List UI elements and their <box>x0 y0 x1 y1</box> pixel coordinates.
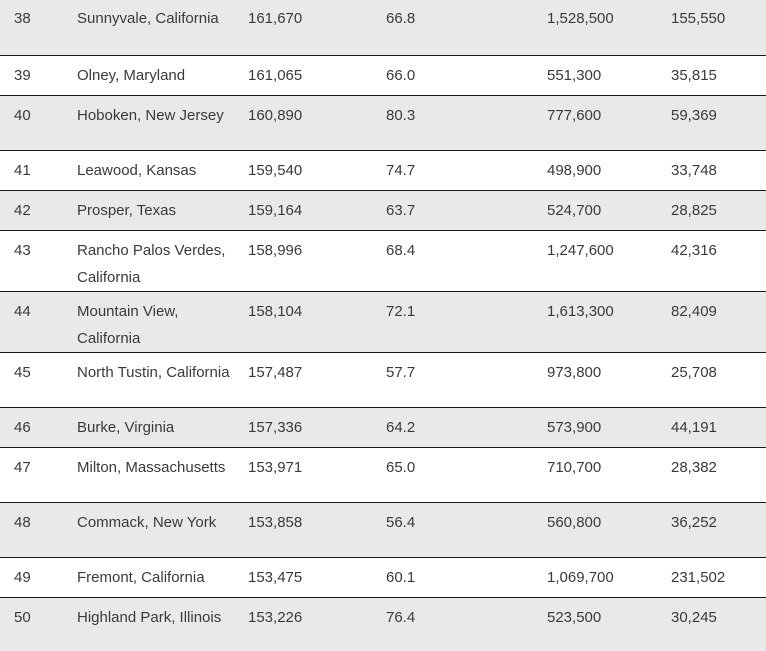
income-cell: 158,996 <box>235 230 372 292</box>
city-cell: Highland Park, Illinois <box>64 597 235 651</box>
home-value-cell: 560,800 <box>533 502 664 558</box>
percent-cell: 66.0 <box>372 55 533 96</box>
population-cell: 33,748 <box>664 150 766 191</box>
percent-cell: 56.4 <box>372 502 533 558</box>
population-cell: 82,409 <box>664 291 766 353</box>
income-cell: 153,971 <box>235 447 372 503</box>
income-cell: 159,540 <box>235 150 372 191</box>
city-cell: Sunnyvale, California <box>64 0 235 56</box>
percent-cell: 72.1 <box>372 291 533 353</box>
city-cell: Fremont, California <box>64 557 235 598</box>
table-row: 41 Leawood, Kansas 159,540 74.7 498,900 … <box>0 150 766 191</box>
income-cell: 160,890 <box>235 95 372 151</box>
rank-cell: 40 <box>0 95 64 151</box>
percent-cell: 66.8 <box>372 0 533 56</box>
percent-cell: 74.7 <box>372 150 533 191</box>
rank-cell: 48 <box>0 502 64 558</box>
city-cell: Burke, Virginia <box>64 407 235 448</box>
table-row: 46 Burke, Virginia 157,336 64.2 573,900 … <box>0 407 766 448</box>
home-value-cell: 710,700 <box>533 447 664 503</box>
rank-cell: 41 <box>0 150 64 191</box>
home-value-cell: 573,900 <box>533 407 664 448</box>
table-row: 39 Olney, Maryland 161,065 66.0 551,300 … <box>0 55 766 96</box>
percent-cell: 63.7 <box>372 190 533 231</box>
home-value-cell: 777,600 <box>533 95 664 151</box>
percent-cell: 68.4 <box>372 230 533 292</box>
income-cell: 159,164 <box>235 190 372 231</box>
rank-cell: 49 <box>0 557 64 598</box>
city-cell: Mountain View, California <box>64 291 235 353</box>
income-cell: 153,858 <box>235 502 372 558</box>
table-row: 45 North Tustin, California 157,487 57.7… <box>0 352 766 408</box>
table-row: 47 Milton, Massachusetts 153,971 65.0 71… <box>0 447 766 503</box>
table-row: 49 Fremont, California 153,475 60.1 1,06… <box>0 557 766 598</box>
percent-cell: 80.3 <box>372 95 533 151</box>
income-cell: 161,670 <box>235 0 372 56</box>
table-row: 40 Hoboken, New Jersey 160,890 80.3 777,… <box>0 95 766 151</box>
population-cell: 28,382 <box>664 447 766 503</box>
rank-cell: 39 <box>0 55 64 96</box>
population-cell: 28,825 <box>664 190 766 231</box>
percent-cell: 65.0 <box>372 447 533 503</box>
rank-cell: 38 <box>0 0 64 56</box>
home-value-cell: 551,300 <box>533 55 664 96</box>
income-cell: 161,065 <box>235 55 372 96</box>
population-cell: 25,708 <box>664 352 766 408</box>
population-cell: 59,369 <box>664 95 766 151</box>
rank-cell: 44 <box>0 291 64 353</box>
home-value-cell: 1,613,300 <box>533 291 664 353</box>
rank-cell: 50 <box>0 597 64 651</box>
home-value-cell: 973,800 <box>533 352 664 408</box>
table-row: 48 Commack, New York 153,858 56.4 560,80… <box>0 502 766 558</box>
rank-cell: 46 <box>0 407 64 448</box>
city-cell: Hoboken, New Jersey <box>64 95 235 151</box>
population-cell: 30,245 <box>664 597 766 651</box>
table-row: 44 Mountain View, California 158,104 72.… <box>0 291 766 353</box>
city-cell: Prosper, Texas <box>64 190 235 231</box>
income-cell: 153,475 <box>235 557 372 598</box>
rank-cell: 47 <box>0 447 64 503</box>
table-row: 38 Sunnyvale, California 161,670 66.8 1,… <box>0 0 766 56</box>
population-cell: 155,550 <box>664 0 766 56</box>
home-value-cell: 1,247,600 <box>533 230 664 292</box>
rank-cell: 42 <box>0 190 64 231</box>
table-row: 43 Rancho Palos Verdes, California 158,9… <box>0 230 766 292</box>
home-value-cell: 498,900 <box>533 150 664 191</box>
home-value-cell: 523,500 <box>533 597 664 651</box>
table-row: 42 Prosper, Texas 159,164 63.7 524,700 2… <box>0 190 766 231</box>
income-cell: 153,226 <box>235 597 372 651</box>
population-cell: 42,316 <box>664 230 766 292</box>
percent-cell: 64.2 <box>372 407 533 448</box>
percent-cell: 76.4 <box>372 597 533 651</box>
home-value-cell: 1,528,500 <box>533 0 664 56</box>
population-cell: 231,502 <box>664 557 766 598</box>
home-value-cell: 1,069,700 <box>533 557 664 598</box>
population-cell: 44,191 <box>664 407 766 448</box>
city-cell: Olney, Maryland <box>64 55 235 96</box>
income-cell: 157,487 <box>235 352 372 408</box>
home-value-cell: 524,700 <box>533 190 664 231</box>
table-row: 50 Highland Park, Illinois 153,226 76.4 … <box>0 597 766 651</box>
population-cell: 36,252 <box>664 502 766 558</box>
city-cell: Milton, Massachusetts <box>64 447 235 503</box>
population-cell: 35,815 <box>664 55 766 96</box>
rank-cell: 43 <box>0 230 64 292</box>
city-cell: North Tustin, California <box>64 352 235 408</box>
percent-cell: 60.1 <box>372 557 533 598</box>
city-cell: Rancho Palos Verdes, California <box>64 230 235 292</box>
rank-cell: 45 <box>0 352 64 408</box>
percent-cell: 57.7 <box>372 352 533 408</box>
city-cell: Commack, New York <box>64 502 235 558</box>
income-cell: 157,336 <box>235 407 372 448</box>
city-cell: Leawood, Kansas <box>64 150 235 191</box>
income-cell: 158,104 <box>235 291 372 353</box>
